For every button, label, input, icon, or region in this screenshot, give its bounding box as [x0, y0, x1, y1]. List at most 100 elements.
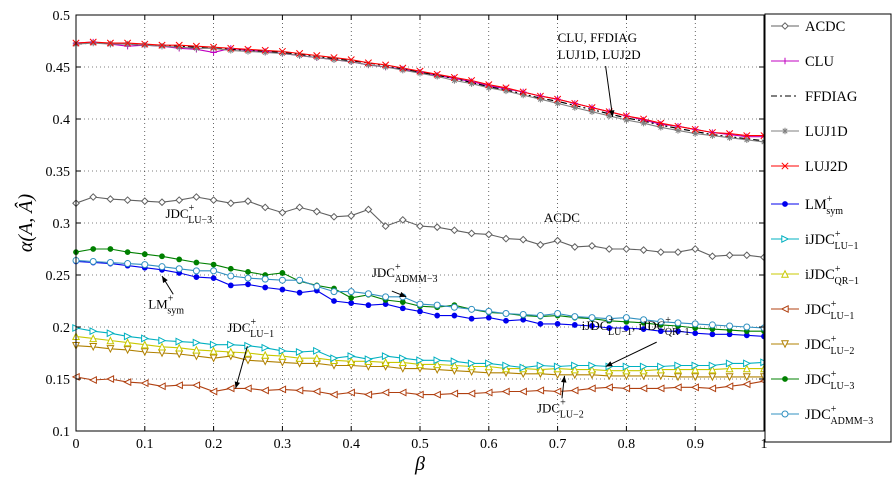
data-point — [468, 80, 475, 87]
legend-item-ffdiag: FFDIAG — [771, 89, 858, 105]
data-point — [381, 388, 390, 397]
data-point — [209, 346, 218, 355]
data-point — [588, 241, 596, 250]
x-tick-label: 0.5 — [411, 437, 429, 452]
label-sub: ADMM−3 — [395, 274, 438, 285]
data-point — [399, 64, 407, 72]
data-point — [433, 301, 441, 309]
data-point — [640, 316, 648, 324]
label-sub: sym — [167, 305, 184, 316]
data-point — [415, 390, 424, 399]
data-point — [709, 132, 716, 139]
series-markers-acdc — [72, 193, 768, 262]
label-text: LM+ sym — [148, 293, 184, 316]
data-point — [158, 336, 167, 345]
data-point — [262, 49, 269, 56]
data-point — [450, 226, 459, 235]
data-point — [604, 383, 613, 392]
data-point — [501, 364, 511, 373]
x-tick-label: 0.9 — [686, 437, 704, 452]
data-point — [89, 327, 98, 336]
label-text: JDC+ LU−2 — [805, 334, 854, 357]
data-point — [398, 215, 407, 224]
data-point — [106, 345, 115, 354]
data-point — [106, 374, 115, 384]
data-point — [639, 362, 648, 371]
data-point — [174, 381, 183, 390]
data-point — [571, 361, 580, 370]
data-point — [244, 341, 253, 350]
annotation-arrowhead — [605, 361, 613, 367]
annotation-text: ACDC — [544, 210, 580, 225]
label-main: ACDC — [805, 19, 845, 35]
data-point — [708, 321, 716, 329]
legend-item-ijdc-lu-1: iJDC+ LU−1 — [771, 229, 858, 252]
label-main: CLU — [805, 54, 835, 70]
data-point — [193, 274, 200, 280]
data-point — [416, 356, 425, 365]
data-point — [485, 307, 493, 315]
data-point — [141, 334, 150, 343]
data-point — [210, 267, 218, 275]
data-point — [639, 366, 648, 375]
data-point — [502, 234, 510, 243]
data-point — [124, 249, 131, 256]
data-point — [89, 343, 98, 352]
data-point — [657, 119, 665, 127]
data-point — [726, 322, 734, 330]
series-markers-jdc-lu-1 — [71, 372, 768, 399]
label-text: ACDC — [805, 19, 845, 35]
data-point — [124, 260, 132, 268]
data-point — [348, 294, 355, 301]
data-point — [588, 104, 596, 112]
data-point — [192, 345, 201, 354]
data-point — [450, 73, 458, 81]
label-sup: + — [560, 397, 566, 408]
data-point — [312, 207, 321, 216]
data-point — [347, 211, 356, 220]
data-point — [451, 312, 458, 319]
data-point — [725, 373, 734, 382]
annotation-arrow — [605, 341, 657, 367]
data-point — [313, 52, 321, 60]
data-point — [382, 63, 389, 71]
data-point — [382, 293, 390, 301]
data-point — [381, 358, 390, 367]
data-point — [193, 259, 200, 266]
y-tick-label: 0.25 — [46, 269, 71, 284]
x-tick-label: 0.8 — [618, 437, 636, 452]
data-point — [536, 312, 544, 320]
data-point — [381, 352, 390, 361]
data-point — [623, 116, 630, 124]
data-point — [382, 61, 390, 69]
data-point — [175, 196, 184, 205]
label-main: FFDIAG — [805, 89, 858, 105]
data-point — [296, 276, 304, 284]
label-text: iJDC+ QR−1 — [805, 264, 859, 287]
data-point — [708, 373, 717, 382]
data-point — [244, 45, 252, 53]
label-sub: QR−1 — [834, 276, 859, 287]
data-point — [209, 340, 218, 349]
legend-swatch-marker — [780, 340, 790, 349]
label-sub: LU−1 — [608, 327, 632, 338]
data-point — [209, 387, 218, 396]
data-point — [278, 385, 287, 394]
legend-item-acdc: ACDC — [771, 19, 845, 35]
data-point — [416, 67, 424, 75]
data-point — [227, 44, 235, 52]
data-point — [192, 42, 200, 50]
data-point — [158, 198, 166, 207]
data-point — [89, 193, 98, 201]
legend-item-lm-sym: LM+ sym — [771, 194, 843, 217]
legend-item-jdc-lu-3: JDC+ LU−3 — [771, 369, 854, 392]
data-point — [90, 246, 97, 252]
data-point — [398, 388, 407, 397]
data-point — [278, 346, 287, 355]
data-point — [588, 108, 596, 115]
data-point — [399, 299, 406, 305]
data-point — [313, 282, 321, 290]
label-sub: LU−1 — [834, 241, 858, 252]
data-point — [432, 390, 441, 399]
